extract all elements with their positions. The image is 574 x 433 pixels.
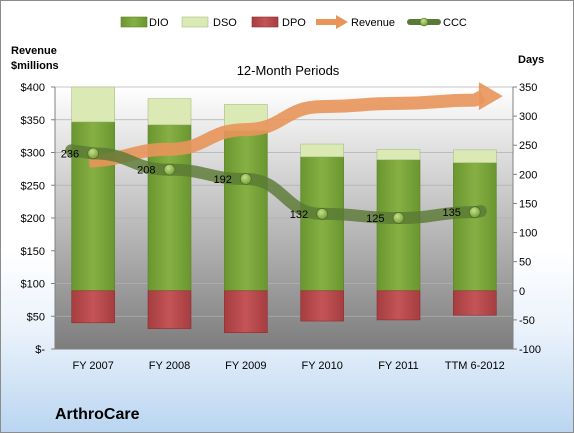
bar-dso: [376, 148, 421, 161]
company-name: ArthroCare: [55, 406, 140, 423]
category-label: FY 2010: [301, 360, 342, 372]
right-tick-label: 200: [519, 169, 537, 181]
right-tick-label: 0: [519, 286, 525, 298]
ccc-marker: [239, 173, 252, 185]
category-label: FY 2007: [72, 360, 113, 372]
legend-label: DSO: [213, 17, 237, 29]
revenue-series: [88, 82, 503, 168]
ccc-data-label: 125: [366, 213, 384, 225]
legend-swatch-marker: [419, 17, 429, 27]
legend-swatch-arrowhead: [336, 15, 348, 29]
bar-dio: [224, 130, 268, 292]
ccc-series: 236 208 192 132 125 135: [61, 144, 487, 225]
bar-dpo: [224, 290, 268, 333]
axes-group: $400 $350 $300 $250 $200 $150 $100 $50 $- 350 300 2…: [21, 82, 542, 372]
bar-dpo: [71, 290, 115, 324]
ccc-data-label: 236: [61, 148, 79, 160]
legend-label: DPO: [282, 17, 306, 29]
right-tick-label: 50: [519, 257, 531, 269]
bar-dio: [376, 159, 421, 292]
left-axis-label-line2: $millions: [11, 60, 59, 72]
category-label: TTM 6-2012: [445, 360, 505, 372]
grid-lines: [55, 86, 513, 350]
bar-dpo: [147, 290, 192, 329]
left-tick-label: $300: [21, 148, 45, 160]
chart-title: 12-Month Periods: [237, 63, 340, 78]
bar-dpo: [453, 290, 497, 316]
bar-dso: [71, 86, 115, 123]
left-tick-label: $400: [21, 82, 45, 94]
left-tick-label: $250: [21, 180, 45, 192]
ccc-marker: [163, 163, 176, 176]
revenue-arrowhead: [478, 82, 503, 111]
right-axis-label: Days: [518, 54, 544, 66]
ccc-marker: [316, 208, 329, 220]
legend-swatch: [181, 16, 209, 28]
revenue-line: [88, 90, 486, 168]
right-tick-label: -100: [519, 344, 541, 356]
left-tick-label: $100: [21, 279, 45, 291]
ccc-line: [65, 144, 487, 224]
right-tick-label: -50: [519, 315, 535, 327]
right-tick-label: 150: [519, 198, 537, 210]
ccc-data-label: 192: [213, 174, 231, 186]
left-tick-label: $150: [21, 246, 45, 258]
category-label: FY 2008: [149, 360, 190, 372]
category-label: FY 2009: [225, 360, 266, 372]
bar-dpo: [376, 290, 421, 321]
ccc-data-label: 135: [442, 207, 460, 219]
right-tick-label: 250: [519, 140, 537, 152]
right-tick-label: 350: [519, 82, 537, 94]
bar-dio: [300, 156, 344, 292]
left-axis-label-line1: Revenue: [11, 45, 57, 57]
ccc-marker: [468, 206, 481, 219]
left-tick-label: $200: [21, 213, 45, 225]
legend-label: CCC: [443, 17, 467, 29]
ccc-marker: [87, 147, 100, 160]
bar-dio: [453, 162, 497, 292]
bar-dso: [300, 143, 344, 158]
left-tick-label: $-: [35, 344, 45, 356]
ccc-data-label: 208: [137, 165, 155, 177]
legend-label: DIO: [149, 17, 169, 29]
category-label: FY 2011: [378, 360, 419, 372]
ccc-data-label: 132: [290, 209, 308, 221]
ccc-marker: [392, 212, 405, 224]
left-tick-label: $50: [27, 311, 45, 323]
legend-label: Revenue: [351, 17, 395, 29]
right-tick-label: 100: [519, 228, 537, 240]
bar-dso: [147, 98, 192, 126]
bar-dso: [453, 149, 497, 163]
legend-swatch: [251, 16, 279, 28]
legend: DIO DSO DPO Revenue CCC: [120, 15, 467, 29]
left-tick-label: $350: [21, 115, 45, 127]
right-tick-label: 300: [519, 111, 537, 123]
bar-dpo: [300, 290, 344, 322]
legend-swatch: [120, 16, 148, 28]
